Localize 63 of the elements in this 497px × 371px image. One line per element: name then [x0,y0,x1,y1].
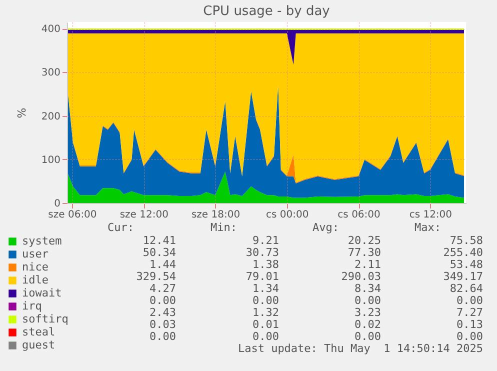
legend-label: system [22,234,62,248]
text: 2.43 [150,306,176,319]
text: Max: [414,221,441,234]
x-tick-label: cs 12:00 [409,210,452,220]
y-tick-label: 0 [54,198,60,210]
x-tick-label: sze 06:00 [48,210,97,220]
text: Cur: [108,221,134,234]
text: 4.27 [150,282,176,295]
x-tick-label: cs 06:00 [338,210,380,220]
text: 2.11 [354,258,381,271]
text: 8.34 [354,282,381,295]
text: 0.00 [354,330,381,343]
legend-label: guest [22,338,56,352]
text: 349.17 [443,270,483,283]
text: 30.73 [246,246,279,259]
text: 0.01 [252,318,279,331]
legend-label: nice [22,260,48,274]
chart-title: CPU usage - by day [203,4,330,19]
text: 0.02 [354,318,381,331]
x-tick-label: sze 18:00 [191,210,240,220]
text: 0.00 [150,330,176,343]
text: Avg: [312,221,339,234]
text: 0.00 [252,294,279,307]
y-tick-label: 200 [41,111,60,122]
legend-label: user [22,248,49,260]
legend-label: iowait [22,286,62,300]
text: 9.21 [252,234,279,247]
text: Min: [210,221,237,234]
text: 20.25 [348,234,381,247]
legend-label: softirq [22,312,68,326]
text: 1.32 [252,306,279,319]
text: 329.54 [136,270,176,283]
text: 0.00 [354,294,381,307]
text: 0.00 [252,330,279,343]
text: Last update: Thu May 1 14:50:14 2025 [238,342,483,355]
text: 75.58 [450,234,483,247]
legend-label: idle [22,274,48,286]
y-tick-label: 300 [41,68,60,79]
text: 82.64 [450,282,483,295]
text: 50.34 [142,246,176,259]
x-tick-label: sze 12:00 [120,210,168,220]
text: 255.40 [443,246,483,259]
y-tick-label: 400 [41,24,60,36]
text: 0.00 [456,330,483,343]
text: 79.01 [246,270,279,283]
text: 77.30 [348,246,381,259]
text: 12.41 [142,234,176,247]
y-axis-title: % [15,108,28,118]
text: 290.03 [341,270,381,283]
text: 7.27 [456,306,483,319]
legend-label: irq [22,300,42,312]
text: 1.34 [252,282,279,295]
text: 0.03 [150,318,176,331]
text: 3.23 [354,306,381,319]
text: 0.13 [456,318,483,331]
text: 1.44 [150,258,176,271]
text: 1.38 [252,258,279,271]
x-tick-label: cs 00:00 [266,210,309,220]
text: 0.00 [150,294,176,307]
y-tick-label: 100 [41,154,60,166]
text: 53.48 [450,258,483,271]
text: 0.00 [456,294,483,307]
legend-label: steal [22,326,56,338]
